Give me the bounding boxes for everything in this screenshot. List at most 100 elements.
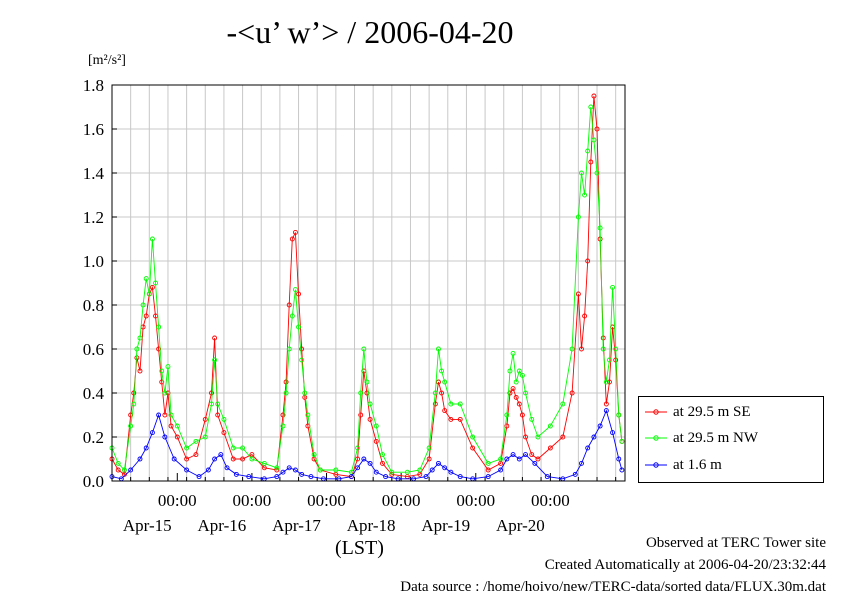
data-point bbox=[174, 423, 180, 429]
data-point bbox=[417, 467, 423, 473]
data-point bbox=[131, 390, 137, 396]
data-point bbox=[221, 430, 227, 436]
data-point bbox=[582, 192, 588, 198]
data-point bbox=[184, 456, 190, 462]
data-point bbox=[367, 460, 373, 466]
y-tick-label: 1.8 bbox=[83, 76, 104, 95]
data-point bbox=[535, 434, 541, 440]
data-point bbox=[333, 467, 339, 473]
data-point bbox=[196, 474, 202, 480]
data-point bbox=[448, 401, 454, 407]
data-point bbox=[146, 291, 152, 297]
data-point bbox=[532, 460, 538, 466]
data-point bbox=[432, 390, 438, 396]
data-point bbox=[432, 401, 438, 407]
x-date-label: Apr-19 bbox=[421, 516, 470, 535]
data-point bbox=[355, 445, 361, 451]
plot-frame bbox=[111, 84, 626, 482]
data-point bbox=[603, 379, 609, 385]
data-point bbox=[510, 386, 516, 392]
x-date-label: Apr-16 bbox=[198, 516, 247, 535]
data-point bbox=[361, 346, 367, 352]
x-tick-label: 00:00 bbox=[158, 491, 197, 510]
data-point bbox=[296, 324, 301, 330]
data-point bbox=[171, 456, 177, 462]
data-point bbox=[594, 126, 600, 132]
series-line bbox=[111, 106, 623, 473]
legend-item-low: at 1.6 m bbox=[645, 456, 722, 474]
data-point bbox=[529, 452, 535, 458]
data-point bbox=[156, 346, 162, 352]
data-point bbox=[380, 460, 385, 466]
data-point bbox=[299, 346, 305, 352]
data-point bbox=[607, 357, 612, 363]
data-point bbox=[610, 284, 616, 290]
data-point bbox=[616, 412, 622, 418]
data-point bbox=[162, 390, 168, 396]
data-point bbox=[485, 474, 491, 480]
data-point bbox=[153, 280, 158, 286]
data-point bbox=[162, 412, 168, 418]
data-point bbox=[286, 302, 292, 308]
data-point bbox=[470, 434, 476, 440]
data-point bbox=[355, 456, 361, 462]
data-point bbox=[240, 445, 246, 451]
data-point bbox=[436, 460, 441, 466]
data-point bbox=[308, 474, 314, 480]
data-point bbox=[619, 438, 625, 444]
data-point bbox=[296, 291, 301, 297]
data-point bbox=[457, 474, 463, 480]
data-point bbox=[283, 379, 289, 385]
data-point bbox=[280, 469, 286, 475]
data-point bbox=[507, 390, 513, 396]
chart-title: -<u’ w’> / 2006-04-20 bbox=[226, 14, 514, 50]
y-tick-label: 0.0 bbox=[83, 472, 104, 491]
data-point bbox=[212, 335, 218, 341]
data-point bbox=[317, 467, 323, 473]
data-point bbox=[529, 416, 535, 422]
legend-label-se: at 29.5 m SE bbox=[673, 403, 751, 420]
x-date-label: Apr-15 bbox=[123, 516, 172, 535]
data-point bbox=[442, 379, 448, 385]
data-point bbox=[128, 423, 134, 429]
data-point bbox=[575, 214, 581, 220]
data-point bbox=[404, 469, 410, 475]
data-point bbox=[143, 313, 149, 319]
data-point bbox=[603, 401, 609, 407]
data-point bbox=[137, 368, 143, 374]
series-line bbox=[111, 409, 623, 480]
data-point bbox=[582, 313, 588, 319]
data-point bbox=[579, 170, 584, 176]
x-date-label: Apr-20 bbox=[496, 516, 545, 535]
data-point bbox=[299, 471, 305, 477]
data-point bbox=[162, 434, 168, 440]
data-point bbox=[274, 474, 280, 480]
data-point bbox=[215, 401, 221, 407]
data-point bbox=[603, 408, 609, 414]
data-point bbox=[597, 423, 603, 429]
data-point bbox=[233, 471, 239, 477]
data-point bbox=[140, 302, 146, 308]
data-point bbox=[523, 434, 528, 440]
legend-item-nw: at 29.5 m NW bbox=[645, 429, 758, 447]
data-point bbox=[373, 469, 379, 475]
data-point bbox=[115, 467, 121, 473]
data-point bbox=[361, 456, 367, 462]
data-point bbox=[448, 416, 454, 422]
data-point bbox=[230, 445, 236, 451]
data-point bbox=[202, 434, 208, 440]
data-point bbox=[510, 452, 516, 458]
data-point bbox=[184, 445, 190, 451]
data-point bbox=[594, 170, 600, 176]
data-point bbox=[193, 438, 199, 444]
data-point bbox=[513, 379, 519, 385]
data-point bbox=[212, 357, 218, 363]
data-point bbox=[289, 236, 295, 242]
y-tick-label: 0.2 bbox=[83, 428, 104, 447]
data-point bbox=[292, 467, 298, 473]
data-point bbox=[442, 408, 448, 414]
data-point bbox=[299, 357, 305, 363]
data-point bbox=[305, 412, 311, 418]
data-point bbox=[613, 346, 619, 352]
x-axis-label: (LST) bbox=[335, 537, 384, 559]
